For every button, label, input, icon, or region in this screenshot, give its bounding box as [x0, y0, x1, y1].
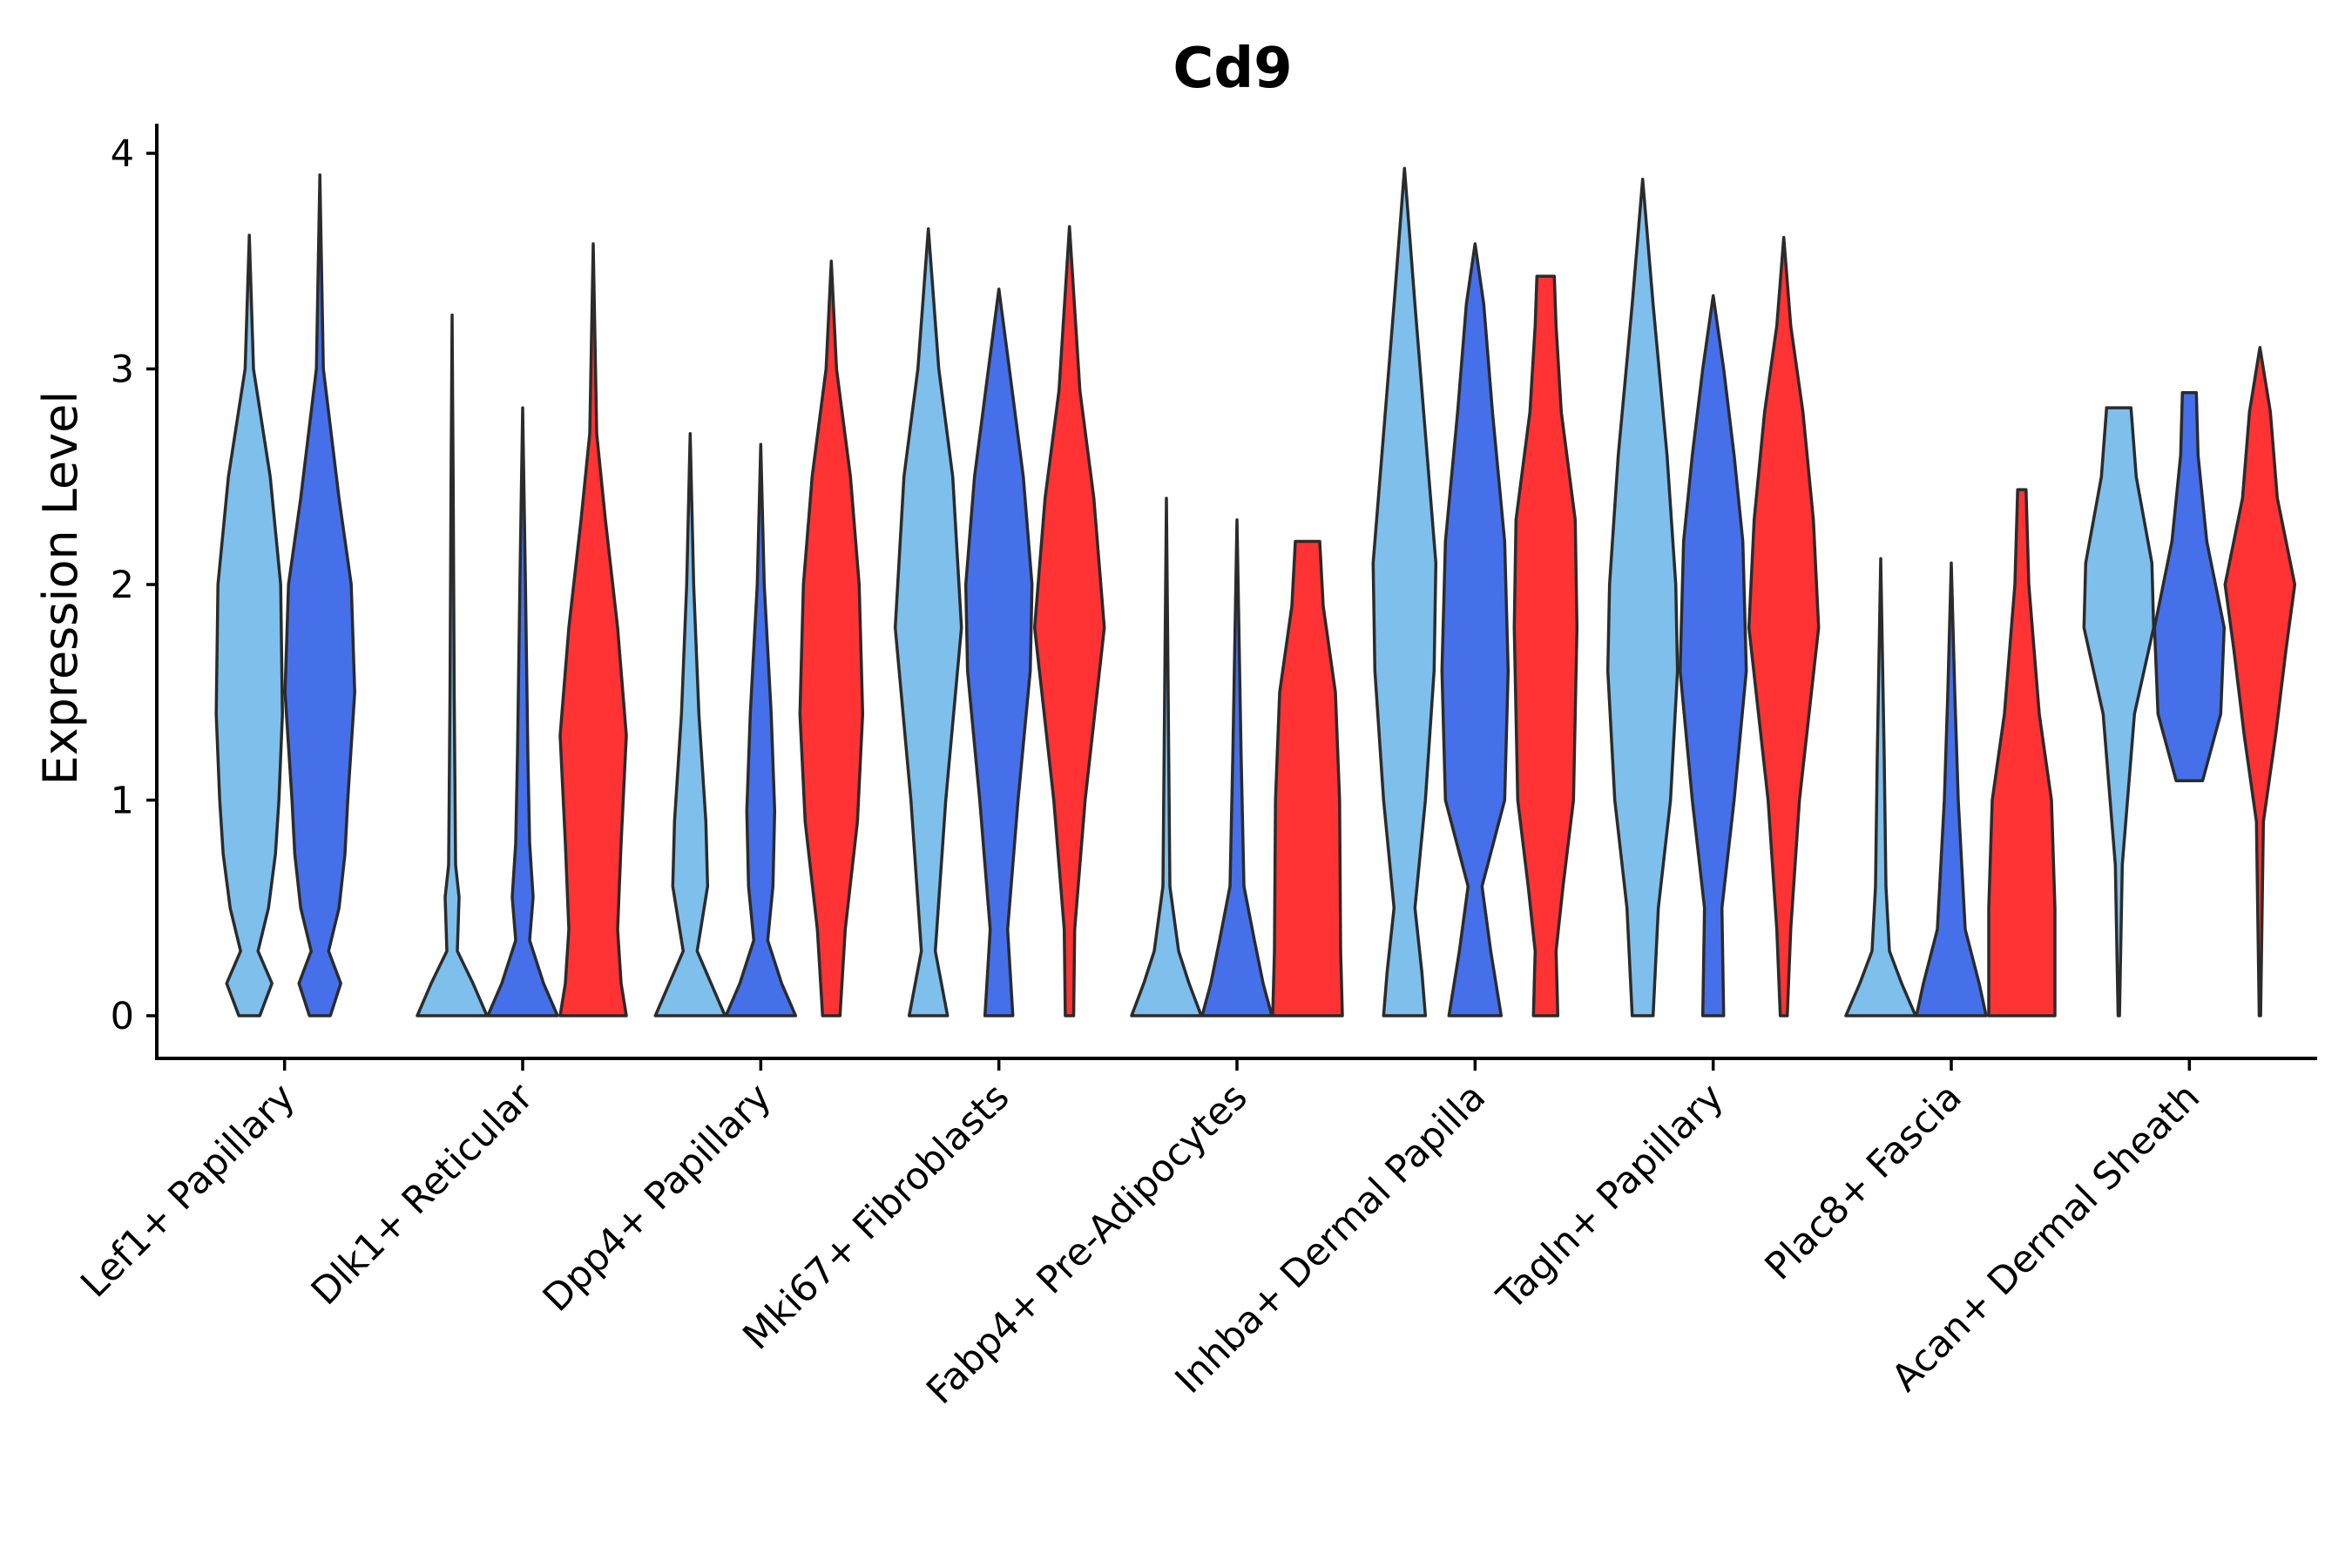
x-tick-label-3: Mki67+ Fibroblasts: [735, 1075, 1018, 1358]
x-tick-label-2: Dpp4+ Papillary: [535, 1075, 780, 1320]
violin-plac8-fascia-light_blue: [1844, 557, 1917, 1017]
violin-plac8-fascia-blue: [1915, 561, 1988, 1017]
violin-lef1-papillary-light_blue: [214, 233, 284, 1017]
violin-fabp4-pre-adipocytes-red: [1271, 539, 1344, 1017]
violin-inhba-dermal-papilla-blue: [1440, 242, 1511, 1017]
plot-area: [214, 166, 2297, 1017]
violin-tagln-papillary-blue: [1678, 294, 1748, 1017]
violin-mki67-fibroblasts-red: [1032, 225, 1106, 1017]
violin-acan-dermal-sheath-blue: [2153, 390, 2227, 782]
y-tick-label-2: 2: [111, 564, 134, 607]
x-tick-label-7: Plac8+ Fascia: [1757, 1075, 1970, 1288]
violin-inhba-dermal-papilla-red: [1512, 274, 1579, 1017]
violin-dlk1-reticular-light_blue: [416, 313, 489, 1017]
y-tick-label-4: 4: [111, 132, 134, 176]
y-tick-label-0: 0: [111, 995, 134, 1038]
violin-dpp4-papillary-light_blue: [653, 432, 727, 1017]
violin-inhba-dermal-papilla-light_blue: [1371, 166, 1438, 1017]
x-tick-label-0: Lef1+ Papillary: [72, 1075, 303, 1306]
chart-title: Cd9: [1173, 37, 1292, 101]
x-tick-label-1: Dlk1+ Reticular: [303, 1075, 542, 1314]
y-tick-label-1: 1: [111, 780, 134, 823]
violin-fabp4-pre-adipocytes-light_blue: [1130, 497, 1203, 1017]
violin-mki67-fibroblasts-light_blue: [893, 226, 963, 1017]
y-axis-label: Expression Level: [33, 391, 88, 786]
violin-acan-dermal-sheath-light_blue: [2082, 406, 2156, 1017]
y-tick-label-3: 3: [111, 348, 134, 392]
violin-dpp4-papillary-blue: [724, 443, 798, 1017]
violin-fabp4-pre-adipocytes-blue: [1200, 518, 1274, 1017]
violin-dpp4-papillary-red: [798, 260, 865, 1017]
violin-dlk1-reticular-red: [558, 242, 628, 1017]
violin-lef1-papillary-blue: [283, 173, 356, 1017]
violin-dlk1-reticular-blue: [486, 406, 559, 1017]
x-tick-label-6: Tagln+ Papillary: [1489, 1075, 1733, 1319]
violin-acan-dermal-sheath-red: [2223, 346, 2297, 1017]
violin-tagln-papillary-red: [1747, 235, 1821, 1017]
violin-tagln-papillary-light_blue: [1605, 177, 1680, 1017]
y-axis: 0 1 2 3 4: [111, 132, 157, 1038]
violin-plac8-fascia-red: [1987, 488, 2057, 1017]
violin-mki67-fibroblasts-blue: [963, 287, 1034, 1017]
